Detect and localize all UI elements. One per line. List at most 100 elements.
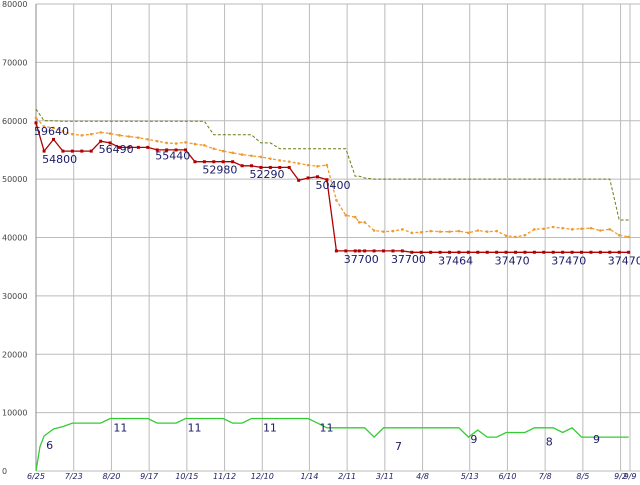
- data-label: 11: [320, 421, 334, 434]
- data-point-average: [570, 228, 574, 231]
- data-point-price: [353, 249, 357, 253]
- x-tick-label: 6/10: [498, 472, 516, 480]
- data-label: 11: [113, 421, 127, 434]
- data-point-price: [136, 145, 140, 149]
- data-label: 50400: [316, 179, 351, 192]
- data-point-price: [466, 250, 470, 254]
- data-point-price: [448, 250, 452, 254]
- data-point-average: [250, 154, 253, 158]
- data-point-price: [514, 250, 518, 254]
- data-point-price: [542, 250, 546, 254]
- data-point-average: [137, 136, 140, 139]
- data-point-price: [80, 149, 84, 153]
- y-tick-label: 10000: [2, 409, 27, 418]
- data-point-price: [325, 178, 329, 182]
- data-label: 9: [593, 433, 600, 446]
- data-point-price: [608, 250, 612, 254]
- data-point-average: [561, 226, 564, 230]
- data-point-average: [372, 229, 376, 232]
- data-point-average: [504, 234, 508, 238]
- data-point-price: [268, 165, 272, 169]
- data-point-average: [438, 230, 442, 233]
- data-point-price: [334, 249, 338, 253]
- series-line-count: [35, 417, 629, 472]
- x-tick-label: 5/13: [461, 472, 479, 480]
- x-tick-label: 8/5: [576, 472, 589, 480]
- data-label: 56490: [99, 143, 134, 156]
- data-point-price: [202, 160, 206, 164]
- data-point-price: [523, 250, 527, 254]
- data-point-price: [344, 249, 348, 253]
- series-line-high: [35, 108, 629, 221]
- data-point-price: [165, 148, 169, 152]
- series-lines: [34, 108, 631, 472]
- data-point-price: [410, 250, 414, 254]
- data-point-price: [551, 250, 555, 254]
- data-point-price: [287, 165, 291, 169]
- data-point-price: [34, 121, 38, 125]
- data-point-average: [551, 225, 555, 229]
- data-point-price: [457, 250, 461, 254]
- data-point-price: [580, 250, 584, 254]
- data-point-average: [589, 226, 593, 230]
- data-point-average: [599, 229, 602, 232]
- data-point-price: [174, 148, 178, 152]
- data-point-price: [99, 139, 103, 143]
- data-label: 59640: [34, 125, 69, 138]
- data-point-average: [155, 139, 159, 143]
- data-label: 52290: [250, 168, 285, 181]
- y-tick-label: 50000: [2, 175, 27, 184]
- data-point-average: [448, 230, 451, 233]
- data-point-average: [542, 227, 546, 231]
- data-point-price: [438, 250, 442, 254]
- data-point-price: [485, 250, 489, 254]
- data-point-price: [617, 250, 621, 254]
- data-point-average: [495, 229, 498, 233]
- data-point-average: [193, 142, 197, 146]
- data-point-average: [52, 126, 55, 130]
- data-point-average: [410, 231, 414, 235]
- x-tick-label: 9/2: [614, 472, 627, 480]
- data-point-price: [400, 249, 404, 253]
- data-point-price: [108, 141, 112, 145]
- data-point-average: [617, 233, 621, 237]
- data-point-average: [221, 149, 225, 153]
- data-point-price: [598, 250, 602, 254]
- data-point-price: [70, 149, 74, 153]
- data-point-price: [127, 145, 131, 149]
- data-point-average: [344, 214, 348, 217]
- data-point-average: [533, 228, 536, 231]
- data-point-average: [514, 235, 517, 239]
- x-tick-label: 7/23: [65, 472, 83, 480]
- data-label: 55440: [155, 149, 190, 162]
- grid-lines: [35, 3, 640, 472]
- y-tick-label: 20000: [2, 350, 27, 359]
- data-point-average: [146, 138, 150, 141]
- x-tick-label: 3/11: [376, 472, 394, 480]
- x-tick-label: 9/17: [140, 472, 159, 480]
- data-point-average: [174, 142, 178, 145]
- data-point-average: [118, 134, 121, 137]
- data-point-price: [532, 250, 536, 254]
- data-label: 37470: [495, 254, 530, 267]
- data-label: 11: [188, 421, 202, 434]
- x-tick-label: 10/15: [175, 472, 198, 480]
- data-point-average: [127, 135, 131, 138]
- data-point-average: [382, 230, 385, 233]
- x-tick-label: 7/8: [539, 472, 552, 480]
- data-point-price: [561, 250, 565, 254]
- data-point-average: [184, 141, 187, 144]
- x-tick-label: 9/9: [624, 472, 637, 480]
- data-label: 52980: [202, 164, 237, 177]
- data-point-average: [627, 235, 630, 239]
- data-point-average: [259, 155, 263, 159]
- data-point-price: [495, 250, 499, 254]
- data-point-average: [89, 132, 93, 136]
- data-point-average: [42, 125, 46, 128]
- y-tick-label: 80000: [2, 0, 27, 9]
- data-point-price: [193, 160, 197, 164]
- data-point-price: [155, 148, 159, 152]
- data-label: 7: [395, 440, 402, 453]
